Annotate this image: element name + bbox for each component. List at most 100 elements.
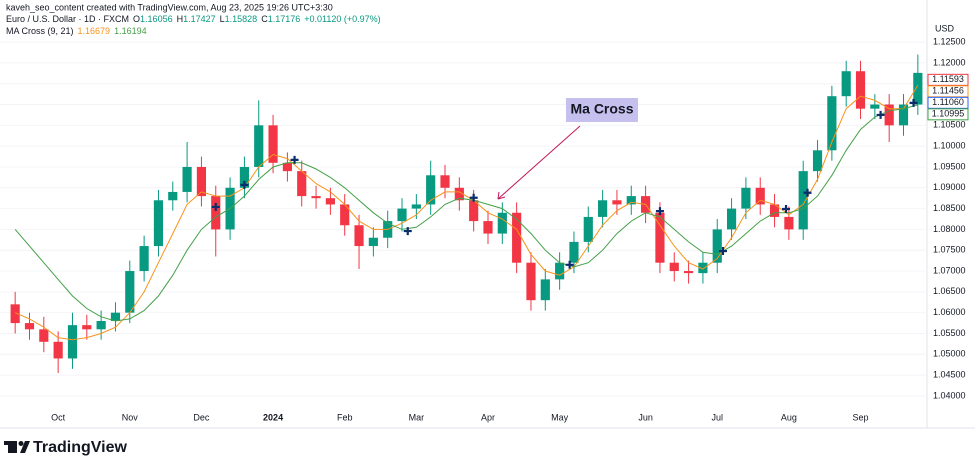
candle-body	[426, 175, 436, 205]
x-tick-label: May	[551, 412, 569, 422]
candle-body	[196, 166, 207, 197]
y-tick-label: 1.06500	[933, 286, 966, 296]
candle-body	[96, 320, 106, 330]
candle-body	[540, 279, 550, 301]
candle-body	[211, 196, 221, 230]
x-tick-label: Mar	[409, 412, 425, 422]
y-tick-label: 1.06000	[933, 307, 966, 317]
ohlc-label: L	[220, 14, 225, 24]
candle-body	[712, 229, 722, 263]
price-tag-label: 1.11456	[932, 86, 964, 96]
price-tag-label: 1.11593	[932, 74, 964, 84]
candle-body	[311, 196, 321, 199]
logo-icon	[4, 441, 13, 445]
x-tick-label: Jul	[711, 412, 723, 422]
ohlc-label: C	[261, 14, 268, 24]
candle-body	[898, 104, 909, 126]
indicator-value: 1.16194	[114, 26, 147, 36]
y-tick-label: 1.09000	[933, 182, 966, 192]
cross-marker	[655, 207, 664, 216]
candle-body	[483, 221, 493, 234]
candle-body	[454, 187, 464, 201]
candle-body	[82, 325, 92, 330]
candle-body	[755, 187, 765, 205]
indicator-name: MA Cross (9, 21)	[6, 26, 74, 36]
x-tick-label: Feb	[337, 412, 353, 422]
candle-body	[168, 191, 178, 201]
price-tag-label: 1.10995	[932, 109, 965, 119]
logo-icon	[18, 441, 24, 446]
ohlc-value: 1.15828	[225, 14, 258, 24]
candle-body	[254, 125, 264, 167]
candle-body	[397, 208, 407, 222]
symbol-title: Euro / U.S. Dollar · 1D · FXCM	[6, 14, 129, 24]
candle-body	[340, 204, 350, 226]
x-tick-label: Dec	[193, 412, 210, 422]
cross-marker	[403, 227, 412, 236]
cross-marker	[909, 98, 918, 107]
candle-body	[684, 271, 694, 274]
candle-body	[325, 198, 335, 205]
candle-body	[812, 150, 823, 172]
candle-body	[870, 104, 880, 109]
x-tick-label: 2024	[263, 412, 283, 422]
candle-body	[726, 208, 737, 230]
ohlc-label: O	[133, 14, 140, 24]
candle-body	[440, 175, 450, 188]
candle-body	[24, 323, 35, 330]
y-tick-label: 1.12500	[933, 36, 966, 46]
x-tick-label: Sep	[853, 412, 869, 422]
ohlc-value: 1.17176	[268, 14, 301, 24]
candle-body	[598, 200, 608, 217]
currency-label: USD	[935, 23, 955, 33]
y-tick-label: 1.05500	[933, 328, 966, 338]
cross-marker	[876, 110, 885, 119]
candle-body	[182, 166, 192, 192]
x-tick-label: Aug	[781, 412, 797, 422]
x-tick-label: Nov	[122, 412, 139, 422]
cross-marker	[469, 193, 478, 202]
candle-body	[569, 241, 579, 263]
candle-body	[626, 196, 636, 205]
y-tick-label: 1.07000	[933, 265, 966, 275]
candle-body	[110, 312, 121, 321]
ma-line	[15, 85, 919, 341]
indicator-line: MA Cross (9, 21) 1.16679 1.16194	[6, 26, 147, 36]
candle-body	[526, 262, 536, 301]
logo-icon	[8, 441, 17, 453]
candle-body	[368, 237, 378, 247]
ohlc-label: H	[177, 14, 184, 24]
logo-icon	[20, 441, 30, 453]
candle-body	[655, 212, 665, 263]
candle-body	[741, 187, 751, 209]
cross-marker	[718, 247, 727, 256]
candle-body	[827, 96, 837, 151]
candle-body	[39, 329, 49, 342]
cross-marker	[290, 155, 299, 164]
symbol-line: Euro / U.S. Dollar · 1D · FXCM O1.16056 H1…	[6, 14, 381, 24]
candle-body	[10, 304, 20, 324]
candle-body	[798, 171, 808, 230]
candle-body	[139, 246, 149, 272]
candle-body	[497, 212, 507, 234]
y-tick-label: 1.09500	[933, 161, 966, 171]
candle-body	[282, 162, 292, 172]
candle-body	[784, 216, 794, 230]
y-tick-label: 1.08000	[933, 224, 966, 234]
logo-text: TradingView	[33, 439, 128, 456]
candle-body	[855, 71, 866, 109]
candle-body	[125, 271, 135, 313]
candle-body	[411, 204, 421, 209]
y-tick-label: 1.10000	[933, 141, 966, 151]
x-tick-label: Oct	[51, 412, 66, 422]
candle-body	[67, 325, 78, 359]
candle-body	[612, 200, 622, 205]
price-tag	[927, 108, 969, 121]
candle-body	[698, 262, 708, 274]
price-tag-label: 1.11060	[932, 97, 964, 107]
created-line: kaveh_seo_content created with TradingVi…	[6, 2, 333, 12]
annotation-text: Ma Cross	[570, 101, 633, 117]
cross-marker	[211, 202, 220, 211]
candle-body	[583, 216, 593, 242]
